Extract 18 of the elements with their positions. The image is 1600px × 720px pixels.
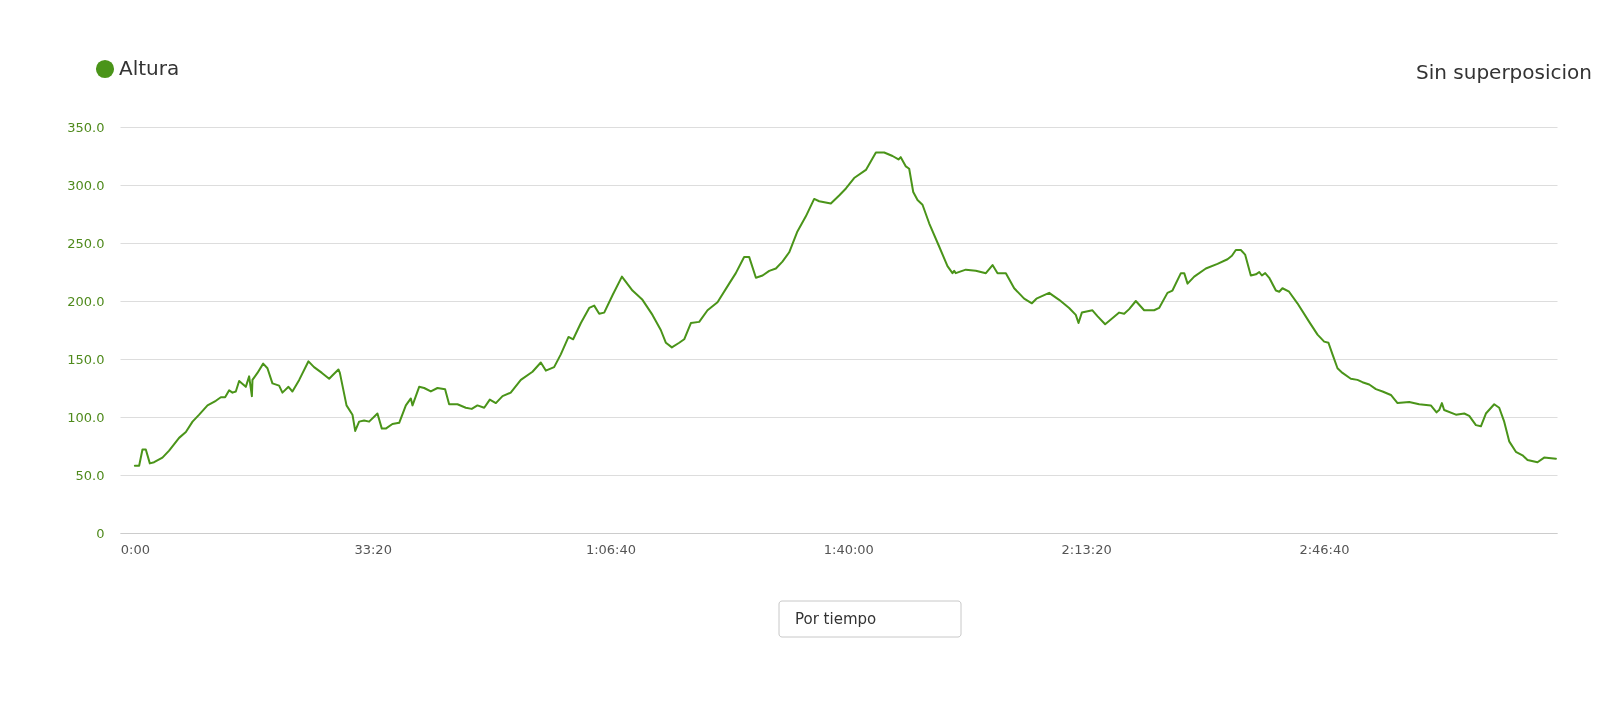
- legend-label: Altura: [119, 56, 180, 80]
- x-tick-label: 1:06:40: [585, 541, 637, 557]
- x-tick-label: 2:13:20: [1061, 541, 1112, 557]
- x-tick-label: 0:00: [120, 541, 150, 557]
- y-tick-label: 200.0: [67, 293, 105, 309]
- y-tick-label: 150.0: [67, 351, 105, 367]
- y-tick-label: 300.0: [67, 177, 105, 193]
- line-series: [133, 151, 1557, 467]
- y-tick-label: 50.0: [75, 467, 105, 483]
- y-tick-label: 250.0: [67, 235, 105, 251]
- x-tick-label: 1:40:00: [823, 541, 874, 557]
- y-tick-label: 0: [96, 525, 105, 541]
- y-tick-label: 100.0: [67, 409, 105, 425]
- y-tick-label: 350.0: [67, 119, 105, 135]
- text: Sin superposicion: [1416, 60, 1592, 84]
- x-tick-label: 33:20: [354, 541, 392, 557]
- text: Por tiempo: [795, 610, 877, 628]
- x-tick-label: 2:46:40: [1299, 541, 1350, 557]
